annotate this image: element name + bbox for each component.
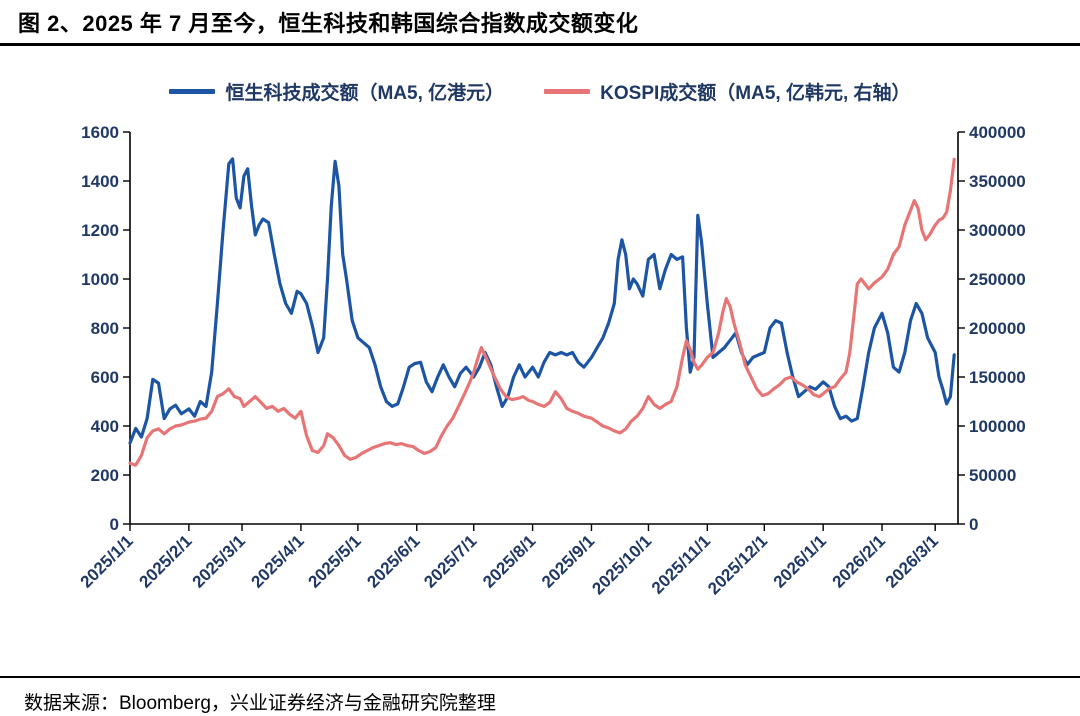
chart-legend: 恒生科技成交额（MA5, 亿港元） KOSPI成交额（MA5, 亿韩元, 右轴） (0, 78, 1080, 105)
y-left-tick-label: 200 (91, 466, 119, 485)
y-right-tick-label: 350000 (969, 172, 1026, 191)
y-right-tick-label: 300000 (969, 221, 1026, 240)
x-tick-label: 2026/2/1 (829, 531, 889, 591)
y-left-tick-label: 1000 (81, 270, 119, 289)
y-left-tick-label: 800 (91, 319, 119, 338)
x-tick-label: 2025/6/1 (363, 531, 423, 591)
x-tick-label: 2025/11/1 (648, 531, 714, 597)
legend-label-kospi: KOSPI成交额（MA5, 亿韩元, 右轴） (600, 83, 911, 104)
x-tick-label: 2026/1/1 (770, 531, 830, 591)
y-left-tick-label: 1400 (81, 172, 119, 191)
chart-title: 图 2、2025 年 7 月至今，恒生科技和韩国综合指数成交额变化 (18, 11, 639, 36)
y-right-tick-label: 100000 (969, 417, 1026, 436)
x-tick-label: 2025/1/1 (77, 531, 137, 591)
x-tick-label: 2025/3/1 (189, 531, 249, 591)
y-right-tick-label: 150000 (969, 368, 1026, 387)
y-left-tick-label: 1200 (81, 221, 119, 240)
x-tick-label: 2026/3/1 (882, 531, 942, 591)
y-right-tick-label: 50000 (969, 466, 1016, 485)
legend-swatch-hstech-line (169, 89, 216, 94)
y-left-tick-label: 1600 (81, 123, 119, 142)
report-header: 图 2、2025 年 7 月至今，恒生科技和韩国综合指数成交额变化 (0, 0, 1080, 46)
series-line-0 (128, 157, 956, 445)
legend-label-hstech: 恒生科技成交额（MA5, 亿港元） (225, 83, 505, 104)
x-tick-label: 2025/10/1 (588, 531, 655, 598)
y-left-tick-label: 400 (91, 417, 119, 436)
y-right-tick-label: 200000 (969, 319, 1026, 338)
y-left-tick-label: 600 (91, 368, 119, 387)
x-tick-label: 2025/2/1 (135, 531, 195, 591)
report-footer: 数据来源：Bloomberg，兴业证券经济与金融研究院整理 (0, 676, 1080, 715)
series-line-1 (128, 157, 956, 467)
x-tick-label: 2025/4/1 (248, 531, 308, 591)
x-tick-label: 2025/12/1 (704, 531, 771, 598)
x-tick-label: 2025/8/1 (479, 531, 539, 591)
legend-item-kospi: KOSPI成交额（MA5, 亿韩元, 右轴） (544, 78, 911, 105)
x-tick-label: 2025/5/1 (304, 531, 364, 591)
y-right-tick-label: 0 (969, 515, 978, 534)
legend-swatch-kospi-line (544, 89, 591, 94)
y-left-tick-label: 0 (110, 515, 119, 534)
legend-item-hstech: 恒生科技成交额（MA5, 亿港元） (169, 78, 504, 105)
line-chart-canvas: 0 200 400 600 800 1000 1200 1400 1600 0 50000 10000… (77, 123, 1026, 598)
y-right-tick-label: 400000 (969, 123, 1026, 142)
y-right-tick-label: 250000 (969, 270, 1026, 289)
data-source-note: 数据来源：Bloomberg，兴业证券经济与金融研究院整理 (24, 693, 496, 714)
x-tick-label: 2025/7/1 (420, 531, 480, 591)
